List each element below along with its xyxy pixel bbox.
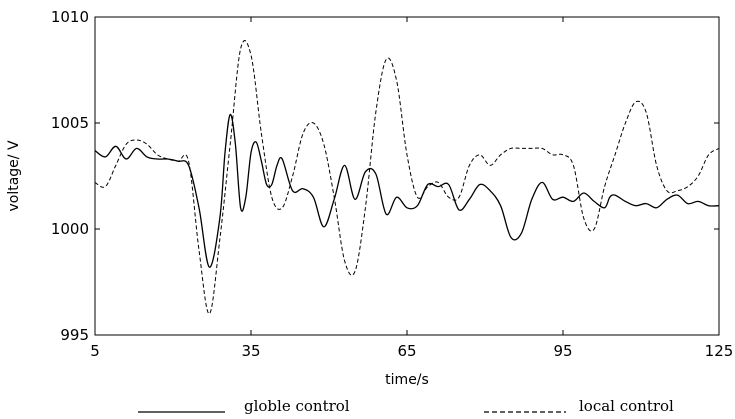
series-line-globle-control: [94, 113, 720, 268]
legend: globle control local control: [138, 397, 674, 415]
series-line-local-control: [94, 40, 720, 315]
x-tick-label: 125: [705, 342, 734, 360]
y-tick-label: 1005: [51, 114, 89, 132]
y-tick-label: 1010: [51, 8, 89, 26]
y-tick-label: 1000: [51, 220, 89, 238]
ticks-layer: 5 35 65 95 125 995 1000 1005 1010: [51, 8, 734, 360]
y-axis-label: voltage/ V: [6, 140, 22, 211]
x-axis-label: time/s: [385, 372, 429, 388]
plot-area: [94, 16, 720, 336]
x-tick-label: 65: [397, 342, 416, 360]
legend-label-globle-control: globle control: [244, 397, 350, 415]
y-tick-label: 995: [60, 326, 89, 344]
series-layer: [94, 40, 720, 315]
x-tick-label: 35: [241, 342, 260, 360]
x-tick-label: 95: [553, 342, 572, 360]
x-tick-label: 5: [90, 342, 100, 360]
legend-label-local-control: local control: [579, 397, 674, 415]
